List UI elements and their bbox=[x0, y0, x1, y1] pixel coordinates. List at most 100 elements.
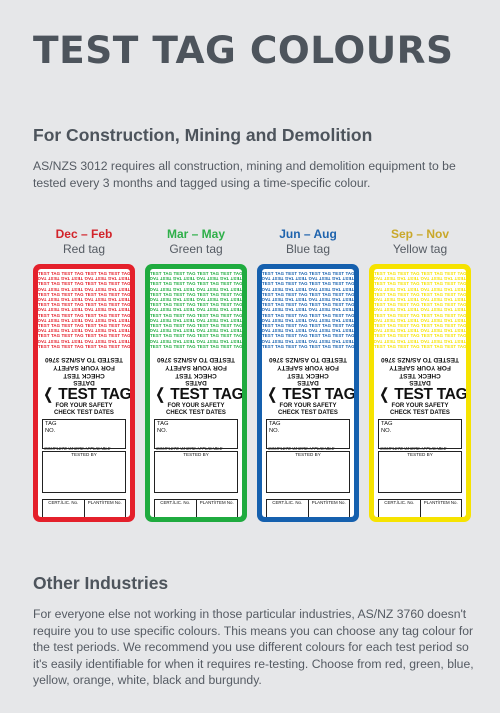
tag-season: Mar – May bbox=[166, 227, 226, 241]
section-heading-construction: For Construction, Mining and Demolition bbox=[33, 125, 373, 145]
tag-pattern-row: TEST TAG TEST TAG TEST TAG TEST TAG TEST bbox=[374, 307, 466, 313]
tag-season: Dec – Feb bbox=[55, 227, 113, 241]
tag-pattern-row: TEST TAG TEST TAG TEST TAG TEST TAG TEST bbox=[262, 281, 354, 287]
test-tag-heading: ❬ TEST TAG ❭ bbox=[42, 386, 130, 403]
check-upside-2: DATES CHECK TEST bbox=[378, 372, 462, 386]
tag-field-label: TAG bbox=[269, 421, 281, 427]
test-tag-label: TEST TAG bbox=[170, 386, 242, 403]
tag-season: Sep – Nov bbox=[390, 227, 450, 241]
check-line3: CHECK TEST bbox=[287, 372, 329, 379]
tag-pattern-row: TEST TAG TEST TAG TEST TAG TEST TAG TEST bbox=[262, 286, 354, 292]
tag-pattern-row: TEST TAG TEST TAG TEST TAG TEST TAG TEST bbox=[150, 286, 242, 292]
tag-pattern-row: TEST TAG TEST TAG TEST TAG TEST TAG TEST bbox=[150, 323, 242, 329]
section-text-other: For everyone else not working in those p… bbox=[33, 607, 474, 687]
tested-by-box: TESTED BY bbox=[378, 451, 462, 493]
tag-pattern-row: TEST TAG TEST TAG TEST TAG TEST TAG TEST bbox=[38, 338, 130, 344]
tag-pattern-row: TEST TAG TEST TAG TEST TAG TEST TAG TEST bbox=[38, 307, 130, 313]
chevron-left-icon: ❬ bbox=[266, 386, 279, 403]
tag-pattern-row: TEST TAG TEST TAG TEST TAG TEST TAG TEST bbox=[38, 343, 130, 349]
tag-pattern-row: TEST TAG TEST TAG TEST TAG TEST TAG TEST bbox=[374, 291, 466, 297]
tag-pattern-row: TEST TAG TEST TAG TEST TAG TEST TAG TEST bbox=[150, 338, 242, 344]
tag-pattern-row: TEST TAG TEST TAG TEST TAG TEST TAG TEST bbox=[150, 343, 242, 349]
tag-pattern-row: TEST TAG TEST TAG TEST TAG TEST TAG TEST bbox=[38, 271, 130, 276]
check-dates-text: CHECK TEST DATES bbox=[166, 409, 226, 416]
tag-field-label: TAG bbox=[157, 421, 169, 427]
tag-face: TEST TAG TEST TAG TEST TAG TEST TAG TEST… bbox=[262, 269, 354, 517]
tag-pattern-row: TEST TAG TEST TAG TEST TAG TEST TAG TEST bbox=[150, 297, 242, 303]
tag-pattern-row: TEST TAG TEST TAG TEST TAG TEST TAG TEST bbox=[150, 271, 242, 276]
test-tag-image: TEST TAG TEST TAG TEST TAG TEST TAG TEST… bbox=[257, 264, 359, 522]
tag-pattern-row: TEST TAG TEST TAG TEST TAG TEST TAG TEST bbox=[262, 318, 354, 324]
for-safety-text: FOR YOUR SAFETY bbox=[167, 403, 225, 409]
cert-field: CERT./LIC. No. bbox=[384, 500, 415, 505]
check-upside: FOR YOUR SAFETY bbox=[42, 364, 126, 371]
plant-field: PLANT/ITEM No. bbox=[83, 500, 126, 517]
tag-name: Red tag bbox=[62, 242, 106, 256]
check-upside-2: DATES CHECK TEST bbox=[154, 372, 238, 386]
check-line1: FOR YOUR SAFETY bbox=[53, 364, 115, 371]
tag-pattern-row: TEST TAG TEST TAG TEST TAG TEST TAG TEST bbox=[374, 338, 466, 344]
tag-pattern-row: TEST TAG TEST TAG TEST TAG TEST TAG TEST bbox=[38, 297, 130, 303]
check-line2: DATES bbox=[297, 379, 319, 386]
tag-pattern: TEST TAG TEST TAG TEST TAG TEST TAG TEST… bbox=[38, 269, 130, 352]
tag-pattern-row: TEST TAG TEST TAG TEST TAG TEST TAG TEST bbox=[38, 281, 130, 287]
test-tag-label: TEST TAG bbox=[282, 386, 354, 403]
test-tag-heading: ❬ TEST TAG ❭ bbox=[154, 386, 242, 403]
tag-pattern-row: TEST TAG TEST TAG TEST TAG TEST TAG TEST bbox=[262, 333, 354, 339]
tag-caption-3: Sep – Nov Yellow tag bbox=[369, 227, 471, 257]
tag-pattern-row: TEST TAG TEST TAG TEST TAG TEST TAG TEST bbox=[38, 276, 130, 282]
tag-pattern-row: TEST TAG TEST TAG TEST TAG TEST TAG TEST bbox=[150, 281, 242, 287]
chevron-left-icon: ❬ bbox=[154, 386, 167, 403]
cert-field: CERT./LIC. No. bbox=[160, 500, 191, 505]
tag-pattern-row: TEST TAG TEST TAG TEST TAG TEST TAG TEST bbox=[150, 318, 242, 324]
tag-name: Blue tag bbox=[285, 242, 331, 256]
tested-by-box: TESTED BY bbox=[266, 451, 350, 493]
check-upside-2: DATES CHECK TEST bbox=[42, 372, 126, 386]
tag-pattern-row: TEST TAG TEST TAG TEST TAG TEST TAG TEST bbox=[38, 312, 130, 318]
for-safety-text: FOR YOUR SAFETY bbox=[279, 403, 337, 409]
tag-field-label: TAG bbox=[381, 421, 393, 427]
page-title: TEST TAG COLOURS bbox=[33, 28, 454, 72]
no-field-label: NO. bbox=[269, 428, 280, 434]
tag-face: TEST TAG TEST TAG TEST TAG TEST TAG TEST… bbox=[374, 269, 466, 517]
tag-pattern-row: TEST TAG TEST TAG TEST TAG TEST TAG TEST bbox=[374, 271, 466, 276]
check-line1: FOR YOUR SAFETY bbox=[389, 364, 451, 371]
tag-pattern-row: TEST TAG TEST TAG TEST TAG TEST TAG TEST bbox=[374, 318, 466, 324]
check-line3: CHECK TEST bbox=[63, 372, 105, 379]
tag-pattern-row: TEST TAG TEST TAG TEST TAG TEST TAG TEST bbox=[262, 312, 354, 318]
tag-name: Yellow tag bbox=[392, 242, 448, 256]
tag-pattern-row: TEST TAG TEST TAG TEST TAG TEST TAG TEST bbox=[262, 271, 354, 276]
tag-season: Jun – Aug bbox=[279, 227, 337, 241]
tag-pattern-row: TEST TAG TEST TAG TEST TAG TEST TAG TEST bbox=[150, 307, 242, 313]
check-upside-2: DATES CHECK TEST bbox=[266, 372, 350, 386]
tag-pattern: TEST TAG TEST TAG TEST TAG TEST TAG TEST… bbox=[262, 269, 354, 352]
tag-pattern-row: TEST TAG TEST TAG TEST TAG TEST TAG TEST bbox=[374, 297, 466, 303]
tag-pattern-row: TEST TAG TEST TAG TEST TAG TEST TAG TEST bbox=[38, 286, 130, 292]
tag-pattern-row: TEST TAG TEST TAG TEST TAG TEST TAG TEST bbox=[374, 281, 466, 287]
test-tag-heading: ❬ TEST TAG ❭ bbox=[378, 386, 466, 403]
tag-pattern-row: TEST TAG TEST TAG TEST TAG TEST TAG TEST bbox=[374, 276, 466, 282]
tag-pattern-row: TEST TAG TEST TAG TEST TAG TEST TAG TEST bbox=[38, 328, 130, 334]
check-line2: DATES bbox=[409, 379, 431, 386]
tag-pattern-row: TEST TAG TEST TAG TEST TAG TEST TAG TEST bbox=[374, 323, 466, 329]
tag-pattern-row: TEST TAG TEST TAG TEST TAG TEST TAG TEST bbox=[262, 338, 354, 344]
tag-pattern-row: TEST TAG TEST TAG TEST TAG TEST TAG TEST bbox=[38, 302, 130, 308]
cert-plant-row: CERT./LIC. No. PLANT/ITEM No. bbox=[42, 499, 126, 517]
tag-pattern-row: TEST TAG TEST TAG TEST TAG TEST TAG TEST bbox=[262, 302, 354, 308]
test-tag-image: TEST TAG TEST TAG TEST TAG TEST TAG TEST… bbox=[369, 264, 471, 522]
test-tag-label: TEST TAG bbox=[394, 386, 466, 403]
check-upside: FOR YOUR SAFETY bbox=[266, 364, 350, 371]
tag-pattern-row: TEST TAG TEST TAG TEST TAG TEST TAG TEST bbox=[262, 297, 354, 303]
section-heading-other: Other Industries bbox=[33, 573, 169, 593]
tag-pattern-row: TEST TAG TEST TAG TEST TAG TEST TAG TEST bbox=[150, 328, 242, 334]
tested-to-text: TESTED TO AS/NZS 3760 bbox=[156, 356, 236, 363]
plant-field: PLANT/ITEM No. bbox=[307, 500, 350, 517]
tag-pattern-row: TEST TAG TEST TAG TEST TAG TEST TAG TEST bbox=[262, 323, 354, 329]
no-field-label: NO. bbox=[157, 428, 168, 434]
tag-face: TEST TAG TEST TAG TEST TAG TEST TAG TEST… bbox=[150, 269, 242, 517]
plant-field: PLANT/ITEM No. bbox=[419, 500, 462, 517]
tag-pattern-row: TEST TAG TEST TAG TEST TAG TEST TAG TEST bbox=[374, 333, 466, 339]
chevron-left-icon: ❬ bbox=[378, 386, 391, 403]
tag-pattern-row: TEST TAG TEST TAG TEST TAG TEST TAG TEST bbox=[38, 323, 130, 329]
tag-pattern-row: TEST TAG TEST TAG TEST TAG TEST TAG TEST bbox=[150, 312, 242, 318]
